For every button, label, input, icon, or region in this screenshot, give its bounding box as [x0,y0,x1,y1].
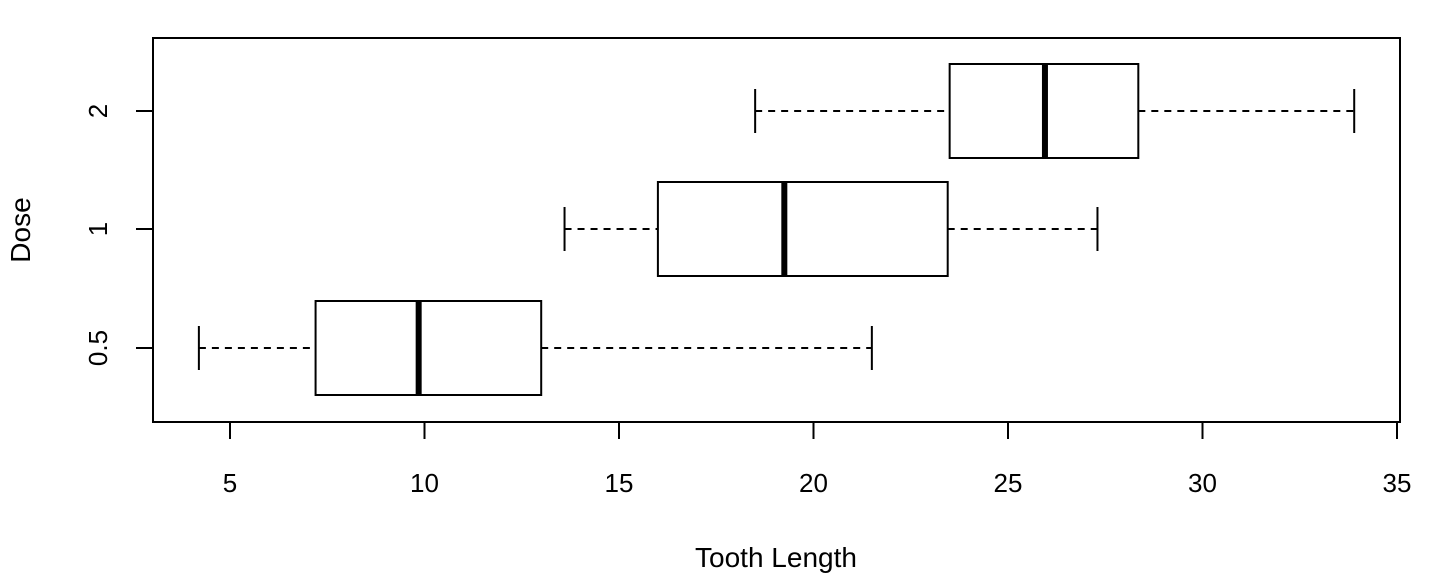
x-axis: 5 10 15 20 25 30 35 [223,421,1412,498]
x-tick-label: 25 [994,468,1023,498]
box-group-0-5 [197,300,873,396]
y-tick-label: 2 [83,104,113,118]
x-tick-label: 20 [799,468,828,498]
iqr-box [314,300,543,396]
x-tick-label: 10 [410,468,439,498]
x-tick-label: 15 [605,468,634,498]
x-tick-label: 5 [223,468,237,498]
x-tick-label: 35 [1383,468,1412,498]
box-group-2 [754,63,1356,159]
boxplot-marks [197,63,1356,396]
y-axis: 0.5 1 2 [83,104,154,366]
y-axis-title: Dose [5,197,36,262]
box-group-1 [563,181,1099,277]
iqr-box [656,181,949,277]
x-tick-label: 30 [1188,468,1217,498]
y-tick-label: 1 [83,222,113,236]
y-tick-label: 0.5 [83,330,113,366]
x-axis-title: Tooth Length [695,542,857,573]
